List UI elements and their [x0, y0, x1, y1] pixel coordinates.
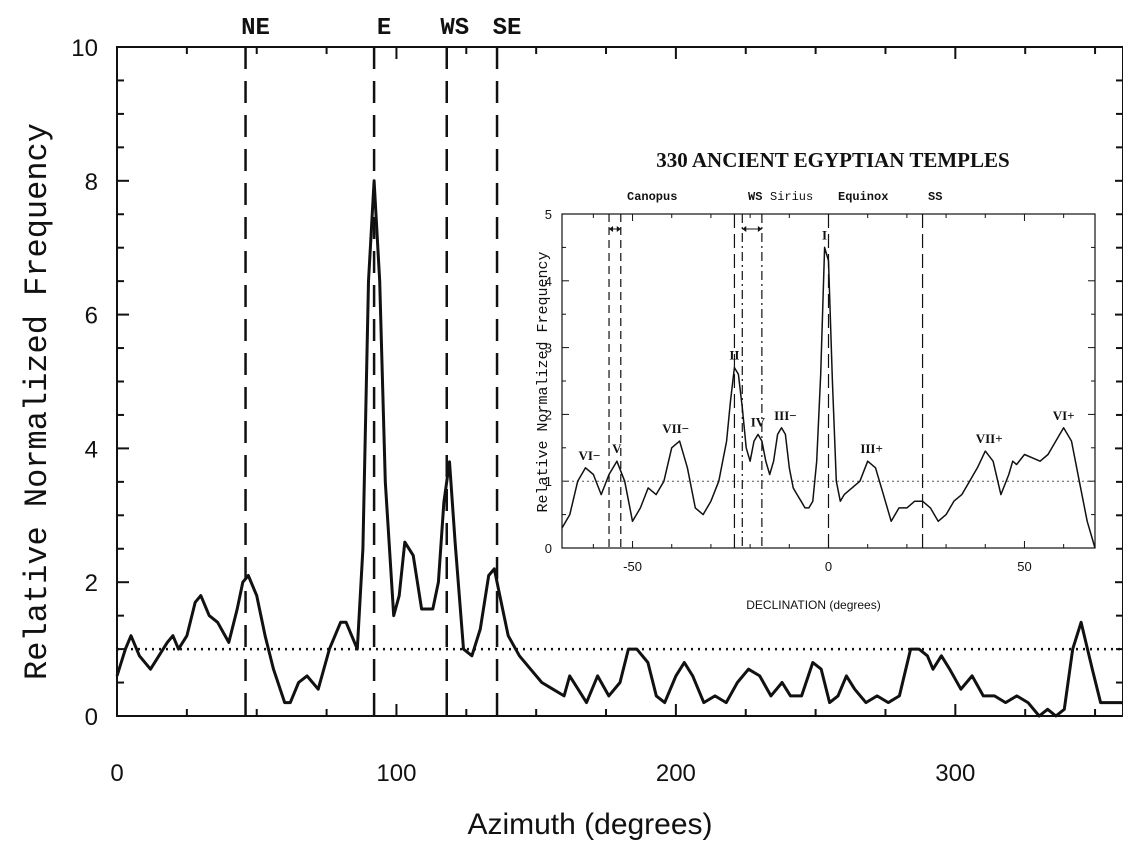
inset-peak-label: III−: [774, 408, 797, 423]
inset-peak-label: VI+: [1053, 408, 1075, 423]
x-axis-title: Azimuth (degrees): [467, 808, 712, 841]
inset-background: [520, 140, 1115, 620]
reference-label-ne: NE: [241, 15, 270, 42]
y-axis-title: Relative Normalized Frequency: [19, 123, 56, 680]
inset-reference-label-equinox: Equinox: [838, 190, 888, 204]
inset-y-tick-label: 4: [545, 274, 552, 289]
inset-chart: 330 ANCIENT EGYPTIAN TEMPLES -50 0 50 0 1 2 3 4 5…: [520, 140, 1115, 620]
y-tick-label: 4: [85, 436, 98, 463]
inset-x-axis-title: DECLINATION (degrees): [746, 598, 880, 612]
inset-reference-label-ws: WS: [748, 190, 762, 204]
reference-label-ws: WS: [440, 15, 469, 42]
inset-y-tick-label: 1: [545, 474, 552, 489]
y-tick-label: 2: [85, 570, 98, 597]
x-tick-label: 100: [376, 760, 416, 787]
inset-title: 330 ANCIENT EGYPTIAN TEMPLES: [656, 148, 1009, 172]
azimuth-frequency-line: [115, 179, 1123, 718]
inset-peak-label: VII−: [662, 421, 689, 436]
reference-label-se: SE: [493, 15, 522, 42]
inset-range-arrowheads-canopus: [609, 226, 621, 232]
inset-x-tick-label: -50: [623, 559, 642, 574]
x-tick-label: 300: [935, 760, 975, 787]
inset-y-tick-label: 3: [545, 341, 552, 356]
reference-label-e: E: [377, 15, 391, 42]
inset-peak-label: IV: [751, 414, 766, 429]
x-tick-label: 200: [656, 760, 696, 787]
inset-x-tick-label: 0: [825, 559, 832, 574]
inset-range-arrowheads-sirius: [742, 226, 762, 232]
inset-peak-label: V: [612, 441, 622, 456]
declination-frequency-line: [561, 246, 1096, 549]
y-tick-label: 6: [85, 303, 98, 330]
inset-peak-label: I: [822, 227, 827, 242]
y-tick-label: 10: [71, 35, 98, 62]
inset-y-axis-title: Relative Normalized Frequency: [535, 251, 552, 512]
inset-y-tick-label: 0: [545, 541, 552, 556]
y-tick-label: 0: [85, 704, 98, 731]
inset-y-tick-label: 5: [545, 207, 552, 222]
inset-peak-label: II: [729, 348, 739, 363]
inset-x-tick-label: 50: [1017, 559, 1031, 574]
inset-peak-label: VI−: [579, 448, 601, 463]
x-tick-label: 0: [110, 760, 123, 787]
inset-reference-label-canopus: Canopus: [627, 190, 677, 204]
inset-reference-label-sirius: Sirius: [770, 190, 813, 204]
inset-reference-label-ss: SS: [928, 190, 942, 204]
inset-y-tick-label: 2: [545, 407, 552, 422]
inset-peak-label: VII+: [976, 431, 1003, 446]
inset-peak-label: III+: [860, 441, 883, 456]
y-tick-label: 8: [85, 169, 98, 196]
